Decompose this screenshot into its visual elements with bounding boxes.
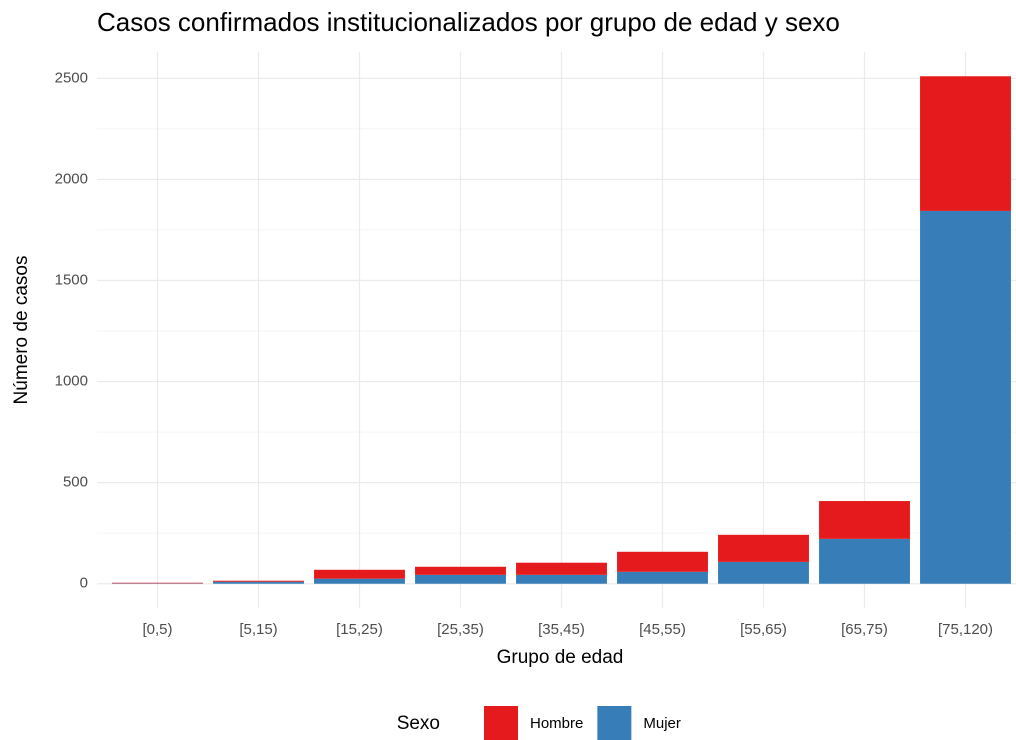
x-tick-label: [15,25)	[336, 621, 383, 638]
bar-segment	[617, 571, 708, 584]
y-tick-label: 1500	[55, 271, 88, 288]
y-tick-label: 500	[63, 474, 88, 491]
x-tick-label: [75,120)	[938, 621, 993, 638]
y-axis-label: Número de casos	[11, 256, 32, 405]
bar-segment	[112, 582, 203, 584]
bar-segment	[314, 578, 405, 584]
x-tick-label: [35,45)	[538, 621, 585, 638]
x-axis-label: Grupo de edad	[497, 647, 624, 668]
x-tick-label: [25,35)	[437, 621, 484, 638]
legend-swatch	[597, 706, 632, 740]
x-tick-label: [0,5)	[142, 621, 172, 638]
bar-segment	[819, 501, 910, 539]
bar-segment	[617, 551, 708, 572]
y-tick-label: 1000	[55, 373, 88, 390]
legend-label: Hombre	[530, 715, 583, 732]
x-tick-label: [5,15)	[239, 621, 277, 638]
bar-segment	[314, 569, 405, 579]
chart-title: Casos confirmados institucionalizados po…	[97, 7, 840, 37]
bar-segment	[920, 210, 1011, 584]
bar-segment	[213, 581, 304, 584]
x-tick-label: [45,55)	[639, 621, 686, 638]
legend-swatch	[484, 706, 518, 740]
x-tick-label: [65,75)	[841, 621, 888, 638]
bar-segment	[415, 574, 506, 584]
bar-segment	[920, 76, 1011, 211]
bar-segment	[213, 580, 304, 582]
bar-segment	[819, 538, 910, 584]
bar-segment	[718, 561, 809, 584]
bar-segment	[718, 534, 809, 562]
bar-segment	[415, 566, 506, 575]
y-tick-label: 2500	[55, 69, 88, 86]
bar-segment	[516, 574, 607, 584]
legend-title: Sexo	[397, 713, 440, 734]
y-tick-label: 2000	[55, 170, 88, 187]
bar-segment	[516, 562, 607, 575]
x-tick-label: [55,65)	[740, 621, 787, 638]
y-tick-label: 0	[80, 575, 88, 592]
legend-label: Mujer	[643, 715, 681, 732]
